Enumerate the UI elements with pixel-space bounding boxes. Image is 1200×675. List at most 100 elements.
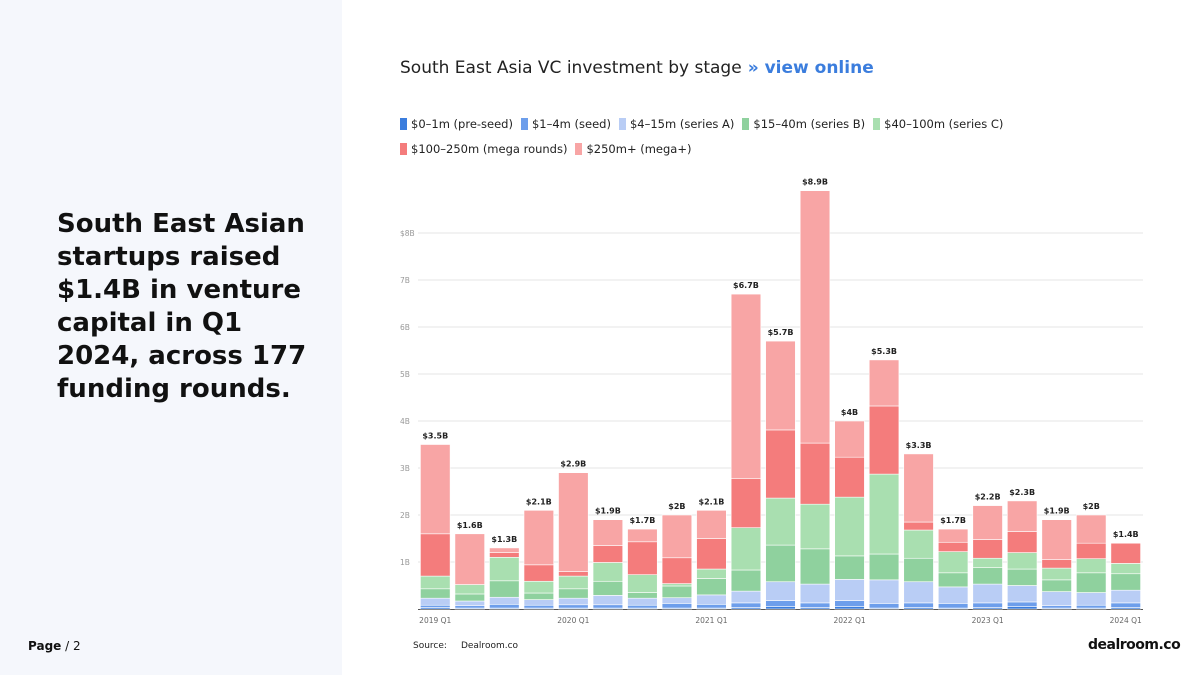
bar-segment [765, 581, 796, 601]
bar-segment [592, 562, 624, 582]
y-tick-label: 1B [400, 558, 410, 567]
bar-segment [868, 405, 900, 475]
bar-segment [868, 359, 900, 407]
bar-segment [627, 541, 658, 575]
bar-segment [1110, 542, 1141, 564]
bar-segment [937, 603, 969, 609]
bar-segment [1076, 514, 1107, 544]
bar-segment [972, 583, 1003, 604]
logo: dealroom.co [1088, 637, 1181, 653]
bar-segment [1041, 519, 1072, 560]
bar-segment [454, 600, 485, 607]
bar-segment [730, 478, 762, 528]
bar-segment [834, 456, 865, 498]
y-tick-label: 7B [400, 276, 410, 285]
bar-segment [558, 472, 589, 572]
total-label: $4B [841, 408, 858, 417]
bar-segment [661, 597, 693, 604]
bar-segment [1007, 606, 1038, 610]
bar-segment [592, 595, 624, 606]
bar-segment [868, 603, 900, 609]
bar-segment [1007, 585, 1038, 603]
bar-segment [972, 602, 1003, 608]
total-label: $3.3B [906, 441, 932, 450]
bar-segment [661, 603, 693, 609]
page-label: Page [28, 639, 62, 653]
bar-segment [937, 528, 969, 543]
bar-segment [765, 340, 796, 431]
bar-segment [1076, 542, 1107, 560]
bar-segment [903, 529, 934, 559]
bar-segment [661, 583, 693, 587]
total-label: $2.1B [526, 497, 552, 506]
bar-segment [834, 420, 865, 458]
bar-segment [1007, 531, 1038, 553]
bar-segment [765, 544, 796, 583]
bar-segment [1007, 500, 1038, 532]
bar-segment [696, 538, 727, 570]
legend-label: $15–40m (series B) [753, 117, 866, 131]
bar-segment [1076, 572, 1107, 593]
legend-item: $0–1m (pre-seed) [400, 112, 513, 137]
legend-swatch [575, 143, 583, 155]
bar-segment [1007, 568, 1038, 586]
y-tick-label: 3B [400, 464, 410, 473]
bar-segment [903, 602, 934, 608]
bar-segment [1076, 592, 1107, 606]
legend-item: $40–100m (series C) [873, 112, 1003, 137]
total-label: $6.7B [733, 281, 759, 290]
total-label: $2.9B [560, 460, 586, 469]
bar-segment [489, 556, 520, 582]
legend: $0–1m (pre-seed) $1–4m (seed) $4–15m (seri… [400, 112, 1020, 162]
bar-segment [937, 586, 969, 604]
bar-segment [972, 557, 1003, 568]
view-online-link[interactable]: » view online [747, 58, 874, 78]
bar-segment [730, 527, 762, 571]
total-label: $1.7B [629, 516, 655, 525]
bar-segment [730, 590, 762, 604]
x-tick-label: 2023 Q1 [972, 616, 1004, 625]
x-tick-label: 2022 Q1 [833, 616, 865, 625]
bar-segment [420, 588, 451, 599]
bar-segment [903, 521, 934, 531]
bar-segment [661, 557, 693, 584]
bar-segment [489, 580, 520, 598]
bar-segment [937, 551, 969, 574]
legend-label: $100–250m (mega rounds) [411, 142, 568, 156]
bar-segment [489, 552, 520, 558]
bar-segment [1110, 563, 1141, 575]
bar-segment [627, 597, 658, 606]
total-label: $1.4B [1113, 530, 1139, 539]
bar-segment [592, 604, 624, 609]
bar-segment [592, 519, 624, 546]
bar-segment [627, 592, 658, 599]
bar-segment [523, 599, 554, 606]
bar-segment [1110, 602, 1141, 608]
bar-segment [454, 584, 485, 595]
bar-segment [1007, 601, 1038, 607]
bar-segment [799, 602, 831, 608]
bar-segment [834, 600, 865, 607]
bar-segment [696, 603, 727, 609]
side-panel [0, 0, 342, 675]
bar-segment [523, 509, 554, 566]
legend-label: $1–4m (seed) [531, 117, 611, 131]
bar-segment [454, 593, 485, 602]
legend-item: $100–250m (mega rounds) [400, 137, 567, 162]
page-num: / 2 [65, 639, 81, 653]
total-label: $1.9B [1044, 507, 1070, 516]
bar-segment [696, 568, 727, 579]
bar-segment [420, 533, 451, 577]
bar-segment [937, 572, 969, 588]
bar-segment [730, 293, 762, 479]
total-label: $8.9B [802, 178, 828, 187]
legend-label: $250m+ (mega+) [586, 142, 692, 156]
bar-segment [799, 190, 831, 444]
bar-segment [730, 602, 762, 608]
page-number: Page / 2 [28, 639, 81, 653]
bar-segment [799, 442, 831, 505]
bar-segment [558, 588, 589, 599]
x-tick-label: 2020 Q1 [557, 616, 589, 625]
legend-item: $250m+ (mega+) [575, 137, 691, 162]
bar-segment [834, 496, 865, 557]
